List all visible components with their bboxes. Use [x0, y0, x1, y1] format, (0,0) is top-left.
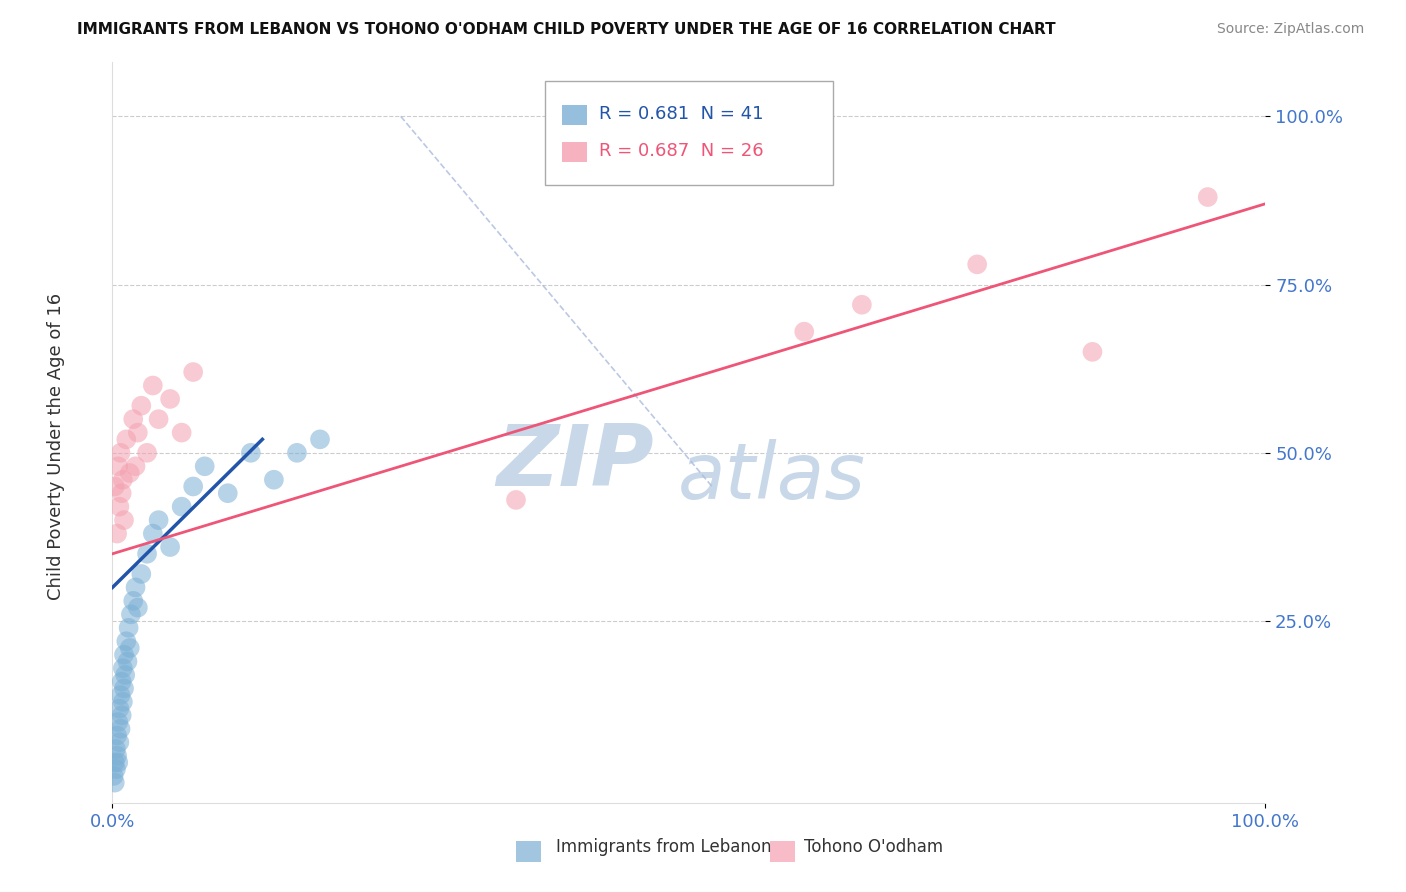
Text: IMMIGRANTS FROM LEBANON VS TOHONO O'ODHAM CHILD POVERTY UNDER THE AGE OF 16 CORR: IMMIGRANTS FROM LEBANON VS TOHONO O'ODHA… [77, 22, 1056, 37]
Point [108, 735, 131, 749]
Text: Child Poverty Under the Age of 16: Child Poverty Under the Age of 16 [48, 293, 65, 599]
Point [159, 540, 181, 554]
Point [105, 526, 128, 541]
Point [170, 500, 193, 514]
Point [111, 708, 134, 723]
Point [136, 547, 159, 561]
Point [309, 433, 332, 447]
Point [111, 674, 134, 689]
Point [181, 365, 204, 379]
Point [118, 466, 141, 480]
Point [122, 412, 145, 426]
Point [111, 661, 134, 675]
Text: R = 0.687  N = 26: R = 0.687 N = 26 [599, 143, 763, 161]
Point [115, 634, 138, 648]
Point [105, 729, 128, 743]
Point [966, 257, 988, 271]
Point [112, 681, 135, 696]
Point [124, 459, 146, 474]
Point [110, 688, 132, 702]
Point [111, 486, 134, 500]
Text: Tohono O'odham: Tohono O'odham [804, 838, 943, 856]
Point [104, 756, 127, 770]
Point [136, 446, 159, 460]
Point [127, 425, 149, 440]
Point [103, 769, 125, 783]
Point [110, 722, 132, 736]
Point [148, 412, 170, 426]
Point [112, 648, 135, 662]
Point [124, 581, 146, 595]
Point [181, 479, 204, 493]
Point [194, 459, 217, 474]
Point [142, 378, 165, 392]
Point [159, 392, 181, 406]
Bar [562, 142, 588, 162]
Point [105, 748, 128, 763]
Point [505, 492, 527, 507]
Text: atlas: atlas [678, 439, 865, 515]
Point [111, 473, 134, 487]
Text: ZIP: ZIP [496, 421, 654, 504]
Point [127, 600, 149, 615]
Point [117, 621, 139, 635]
Text: Source: ZipAtlas.com: Source: ZipAtlas.com [1216, 22, 1364, 37]
Point [122, 594, 145, 608]
Point [110, 446, 132, 460]
Point [1197, 190, 1219, 204]
Point [851, 298, 873, 312]
Point [263, 473, 285, 487]
Point [115, 433, 138, 447]
Point [114, 668, 136, 682]
Bar [562, 104, 588, 126]
Point [285, 446, 308, 460]
FancyBboxPatch shape [546, 81, 832, 185]
Point [217, 486, 239, 500]
Point [107, 714, 129, 729]
Point [793, 325, 815, 339]
Point [142, 526, 165, 541]
Point [170, 425, 193, 440]
Point [104, 479, 127, 493]
Point [117, 655, 139, 669]
Point [120, 607, 142, 622]
Point [129, 399, 153, 413]
Point [112, 513, 135, 527]
Point [108, 500, 131, 514]
Point [129, 566, 153, 581]
Point [104, 775, 127, 789]
Point [239, 446, 262, 460]
Point [118, 640, 141, 655]
Bar [516, 841, 541, 862]
Point [111, 695, 134, 709]
Point [107, 756, 129, 770]
Point [104, 742, 127, 756]
Text: R = 0.681  N = 41: R = 0.681 N = 41 [599, 105, 763, 123]
Point [148, 513, 170, 527]
Point [108, 701, 131, 715]
Text: Immigrants from Lebanon: Immigrants from Lebanon [557, 838, 772, 856]
Point [107, 459, 129, 474]
Bar [769, 841, 794, 862]
Point [104, 762, 127, 776]
Point [1081, 344, 1104, 359]
